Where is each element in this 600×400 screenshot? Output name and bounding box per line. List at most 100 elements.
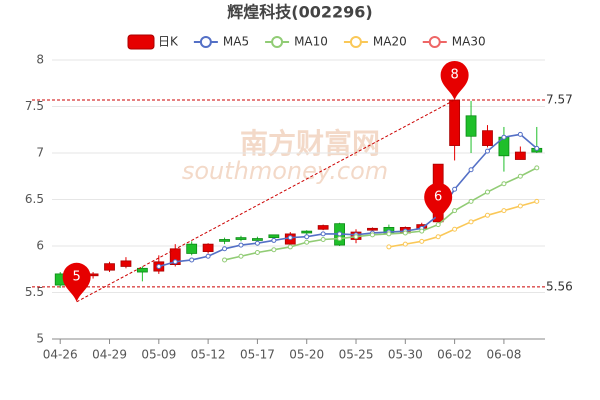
- legend-icon: [199, 36, 212, 48]
- x-tick-label: 05-30: [388, 348, 423, 362]
- ma-point: [369, 232, 375, 238]
- ma-point: [419, 228, 425, 234]
- ma-point: [353, 234, 359, 240]
- ma-point: [517, 173, 523, 179]
- x-tick-label: 05-09: [141, 348, 176, 362]
- watermark: southmoney.com: [182, 157, 388, 185]
- ma-point: [320, 236, 326, 242]
- ma-point: [484, 212, 490, 218]
- ma-point: [435, 234, 441, 240]
- pin-label: 8: [450, 67, 458, 82]
- ma-line: [224, 167, 538, 261]
- ma-point: [534, 145, 540, 151]
- ma-point: [238, 253, 244, 259]
- ma-point: [402, 241, 408, 247]
- candle-body: [219, 239, 230, 242]
- ma-point: [468, 198, 474, 204]
- y-tick-label: 6.5: [25, 192, 44, 206]
- pin: [440, 60, 469, 100]
- ma-point: [156, 263, 162, 269]
- ma-point: [287, 235, 293, 241]
- ma-point: [337, 236, 343, 242]
- ma-point: [254, 250, 260, 256]
- chart-title: 辉煌科技(002296): [227, 3, 372, 22]
- ma-point: [386, 231, 392, 237]
- ma-line: [158, 133, 538, 268]
- x-tick-label: 04-26: [43, 348, 78, 362]
- ma-point: [468, 219, 474, 225]
- ma-point: [304, 234, 310, 240]
- ma-point: [287, 244, 293, 250]
- legend-label: 日K: [158, 35, 179, 49]
- candle-body: [235, 237, 247, 240]
- ma-point: [435, 222, 441, 228]
- trend-line: [76, 99, 455, 303]
- ma-point: [484, 148, 490, 154]
- x-tick-label: 06-08: [486, 348, 521, 362]
- candle-body: [449, 99, 461, 146]
- ma-point: [402, 230, 408, 236]
- candle-body: [136, 267, 148, 273]
- y-tick-label: 5: [36, 332, 44, 346]
- ma-line: [388, 200, 538, 248]
- ma-point: [419, 238, 425, 244]
- ma-point: [271, 237, 277, 243]
- ma-point: [222, 257, 228, 263]
- candle-body: [202, 243, 214, 252]
- ma-point: [304, 239, 310, 245]
- ma-point: [452, 226, 458, 232]
- ma-point: [501, 134, 507, 140]
- ma-point: [501, 208, 507, 214]
- ma-point: [517, 203, 523, 209]
- watermark: 南方财富网: [240, 127, 380, 160]
- ma-point: [452, 186, 458, 192]
- ma-point: [534, 165, 540, 171]
- y-tick-label: 8: [36, 53, 44, 67]
- candle-body: [252, 238, 263, 241]
- x-tick-label: 06-02: [437, 348, 472, 362]
- pin-label: 5: [73, 269, 81, 284]
- ma-point: [468, 167, 474, 173]
- ma-point: [337, 231, 343, 237]
- ma-point: [534, 198, 540, 204]
- legend-icon: [271, 36, 284, 48]
- ma-point: [172, 259, 178, 265]
- candle-body: [120, 260, 132, 267]
- pin: [424, 182, 453, 222]
- ma-point: [238, 242, 244, 248]
- ma-point: [517, 131, 523, 137]
- legend-label: MA20: [373, 35, 407, 49]
- ma-point: [271, 247, 277, 253]
- x-tick-label: 05-25: [339, 348, 374, 362]
- x-tick-label: 05-20: [289, 348, 324, 362]
- legend-label: MA30: [452, 35, 486, 49]
- ma-point: [189, 257, 195, 263]
- mark-line-label: 5.56: [546, 279, 573, 293]
- legend-label: MA10: [294, 35, 328, 49]
- y-tick-label: 6: [36, 239, 44, 253]
- ma-point: [205, 253, 211, 259]
- candle-body: [317, 225, 329, 230]
- y-tick-label: 7: [36, 146, 44, 160]
- candle-body: [301, 230, 313, 234]
- ma-point: [386, 244, 392, 250]
- candle-body: [186, 243, 198, 254]
- candle-body: [367, 227, 378, 231]
- ma-point: [320, 231, 326, 237]
- legend-icon: [428, 36, 441, 48]
- ma-point: [452, 208, 458, 214]
- legend-label: MA5: [223, 35, 249, 49]
- candle-body: [104, 263, 115, 271]
- candle-body: [482, 130, 493, 146]
- x-tick-label: 04-29: [92, 348, 127, 362]
- candle-body: [268, 234, 280, 239]
- ma-point: [222, 246, 228, 252]
- candle-body: [465, 115, 477, 137]
- mark-line-label: 7.57: [546, 92, 573, 106]
- y-tick-label: 5.5: [25, 285, 44, 299]
- ma-point: [501, 181, 507, 187]
- y-tick-label: 7.5: [25, 99, 44, 113]
- legend-icon: [127, 34, 155, 50]
- ma-point: [484, 189, 490, 195]
